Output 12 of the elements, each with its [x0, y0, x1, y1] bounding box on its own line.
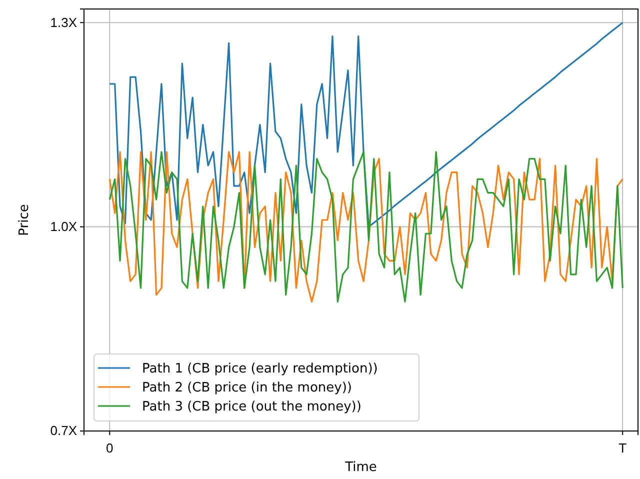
x-tick-label: 0 — [106, 440, 114, 456]
y-tick-label: 1.3X — [50, 14, 78, 30]
legend-label: Path 2 (CB price (in the money)) — [142, 380, 352, 396]
line-series — [108, 151, 624, 302]
legend-label: Path 3 (CB price (out the money)) — [142, 400, 362, 414]
x-tick-label: T — [618, 440, 627, 456]
legend-label: Path 1 (CB price (early redemption)) — [142, 362, 378, 376]
y-tick-label: 0.7X — [50, 423, 78, 438]
y-tick-label: 1.0X — [50, 218, 78, 234]
y-axis-title: Price — [17, 204, 32, 236]
line-series — [108, 22, 624, 228]
x-axis-title: Time — [344, 460, 377, 475]
